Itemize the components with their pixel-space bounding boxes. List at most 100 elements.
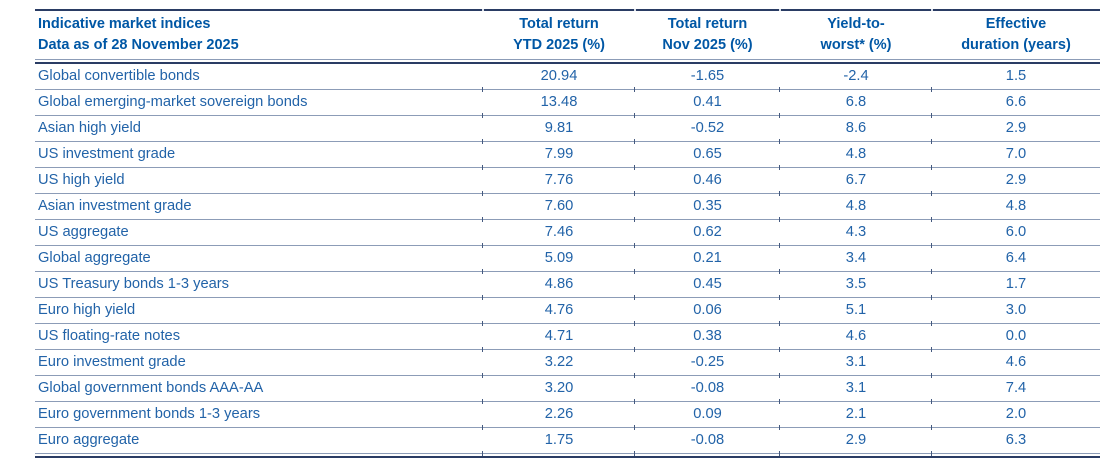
cell-value: 4.76: [482, 297, 635, 326]
cell-value: 4.3: [779, 219, 932, 248]
cell-value: -0.25: [634, 349, 780, 378]
cell-value: 0.0: [931, 323, 1100, 352]
row-label: US aggregate: [35, 219, 483, 246]
column-header-total-return-ytd: Total return YTD 2025 (%): [482, 9, 635, 64]
table-row: US investment grade 7.99 0.65 4.8 7.0: [35, 141, 1100, 170]
table-row: US floating-rate notes 4.71 0.38 4.6 0.0: [35, 323, 1100, 352]
table-row: Global aggregate 5.09 0.21 3.4 6.4: [35, 245, 1100, 274]
cell-value: 0.45: [634, 271, 780, 300]
cell-value: 6.3: [931, 427, 1100, 456]
table-row: Euro government bonds 1-3 years 2.26 0.09 2…: [35, 401, 1100, 430]
cell-value: 4.86: [482, 271, 635, 300]
cell-value: 7.0: [931, 141, 1100, 170]
cell-value: 2.0: [931, 401, 1100, 430]
cell-value: 7.76: [482, 167, 635, 196]
row-label: Euro high yield: [35, 297, 483, 324]
table-row: US aggregate 7.46 0.62 4.3 6.0: [35, 219, 1100, 248]
cell-value: 3.1: [779, 375, 932, 404]
cell-value: -0.08: [634, 427, 780, 456]
cell-value: 7.99: [482, 141, 635, 170]
cell-value: 1.5: [931, 63, 1100, 91]
cell-value: 0.46: [634, 167, 780, 196]
cell-value: 3.0: [931, 297, 1100, 326]
cell-value: 6.0: [931, 219, 1100, 248]
cell-value: 8.6: [779, 115, 932, 144]
cell-value: 0.38: [634, 323, 780, 352]
row-label: Euro aggregate: [35, 427, 483, 454]
table-row: Euro high yield 4.76 0.06 5.1 3.0: [35, 297, 1100, 326]
cell-value: 6.8: [779, 89, 932, 118]
cell-value: 20.94: [482, 63, 635, 91]
table-title: Indicative market indices Data as of 28 …: [35, 9, 483, 64]
cell-value: 4.71: [482, 323, 635, 352]
cell-value: 2.9: [931, 167, 1100, 196]
cell-value: 9.81: [482, 115, 635, 144]
cell-value: -1.65: [634, 63, 780, 91]
cell-value: 0.65: [634, 141, 780, 170]
cell-value: 4.6: [931, 349, 1100, 378]
row-label: Asian investment grade: [35, 193, 483, 220]
cell-value: 0.41: [634, 89, 780, 118]
market-indices-table: Indicative market indices Data as of 28 …: [35, 9, 1100, 458]
cell-value: 2.9: [779, 427, 932, 456]
row-label: US high yield: [35, 167, 483, 194]
cell-value: 6.4: [931, 245, 1100, 274]
cell-value: 5.1: [779, 297, 932, 326]
indices-table: Indicative market indices Data as of 28 …: [35, 9, 1100, 456]
row-label: Global government bonds AAA-AA: [35, 375, 483, 402]
table-row: US Treasury bonds 1-3 years 4.86 0.45 3.5 1.…: [35, 271, 1100, 300]
cell-value: 7.60: [482, 193, 635, 222]
row-label: Asian high yield: [35, 115, 483, 142]
table-title-line2: Data as of 28 November 2025: [38, 37, 239, 53]
cell-value: 3.4: [779, 245, 932, 274]
cell-value: 1.75: [482, 427, 635, 456]
cell-value: 4.6: [779, 323, 932, 352]
cell-value: -2.4: [779, 63, 932, 91]
cell-value: 3.22: [482, 349, 635, 378]
table-row: Global convertible bonds 20.94 -1.65 -2.4 1.…: [35, 63, 1100, 91]
cell-value: 4.8: [779, 141, 932, 170]
cell-value: -0.52: [634, 115, 780, 144]
cell-value: 5.09: [482, 245, 635, 274]
row-label: US floating-rate notes: [35, 323, 483, 350]
column-header-total-return-nov: Total return Nov 2025 (%): [634, 9, 780, 64]
column-header-effective-duration: Effective duration (years): [931, 9, 1100, 64]
cell-value: 0.06: [634, 297, 780, 326]
cell-value: 6.7: [779, 167, 932, 196]
row-label: Euro government bonds 1-3 years: [35, 401, 483, 428]
cell-value: 7.46: [482, 219, 635, 248]
cell-value: 0.09: [634, 401, 780, 430]
cell-value: 4.8: [931, 193, 1100, 222]
table-row: Euro investment grade 3.22 -0.25 3.1 4.6: [35, 349, 1100, 378]
cell-value: 2.1: [779, 401, 932, 430]
table-row: Global emerging-market sovereign bonds 13…: [35, 89, 1100, 118]
cell-value: 6.6: [931, 89, 1100, 118]
cell-value: 2.26: [482, 401, 635, 430]
cell-value: 13.48: [482, 89, 635, 118]
column-header-yield-to-worst: Yield-to- worst* (%): [779, 9, 932, 64]
table-header: Indicative market indices Data as of 28 …: [35, 9, 1100, 64]
cell-value: 3.5: [779, 271, 932, 300]
row-label: US Treasury bonds 1-3 years: [35, 271, 483, 298]
cell-value: 7.4: [931, 375, 1100, 404]
table-row: Global government bonds AAA-AA 3.20 -0.08 3…: [35, 375, 1100, 404]
cell-value: 4.8: [779, 193, 932, 222]
cell-value: 1.7: [931, 271, 1100, 300]
cell-value: 0.62: [634, 219, 780, 248]
row-label: Global emerging-market sovereign bonds: [35, 89, 483, 116]
cell-value: 3.1: [779, 349, 932, 378]
row-label: Global aggregate: [35, 245, 483, 272]
header-row: Indicative market indices Data as of 28 …: [35, 9, 1100, 64]
table-row: Asian high yield 9.81 -0.52 8.6 2.9: [35, 115, 1100, 144]
row-label: US investment grade: [35, 141, 483, 168]
cell-value: 3.20: [482, 375, 635, 404]
table-row: Asian investment grade 7.60 0.35 4.8 4.8: [35, 193, 1100, 222]
table-row: US high yield 7.76 0.46 6.7 2.9: [35, 167, 1100, 196]
table-body: Global convertible bonds 20.94 -1.65 -2.4 1.…: [35, 63, 1100, 456]
cell-value: 0.35: [634, 193, 780, 222]
row-label: Euro investment grade: [35, 349, 483, 376]
cell-value: 2.9: [931, 115, 1100, 144]
row-label: Global convertible bonds: [35, 63, 483, 90]
cell-value: -0.08: [634, 375, 780, 404]
